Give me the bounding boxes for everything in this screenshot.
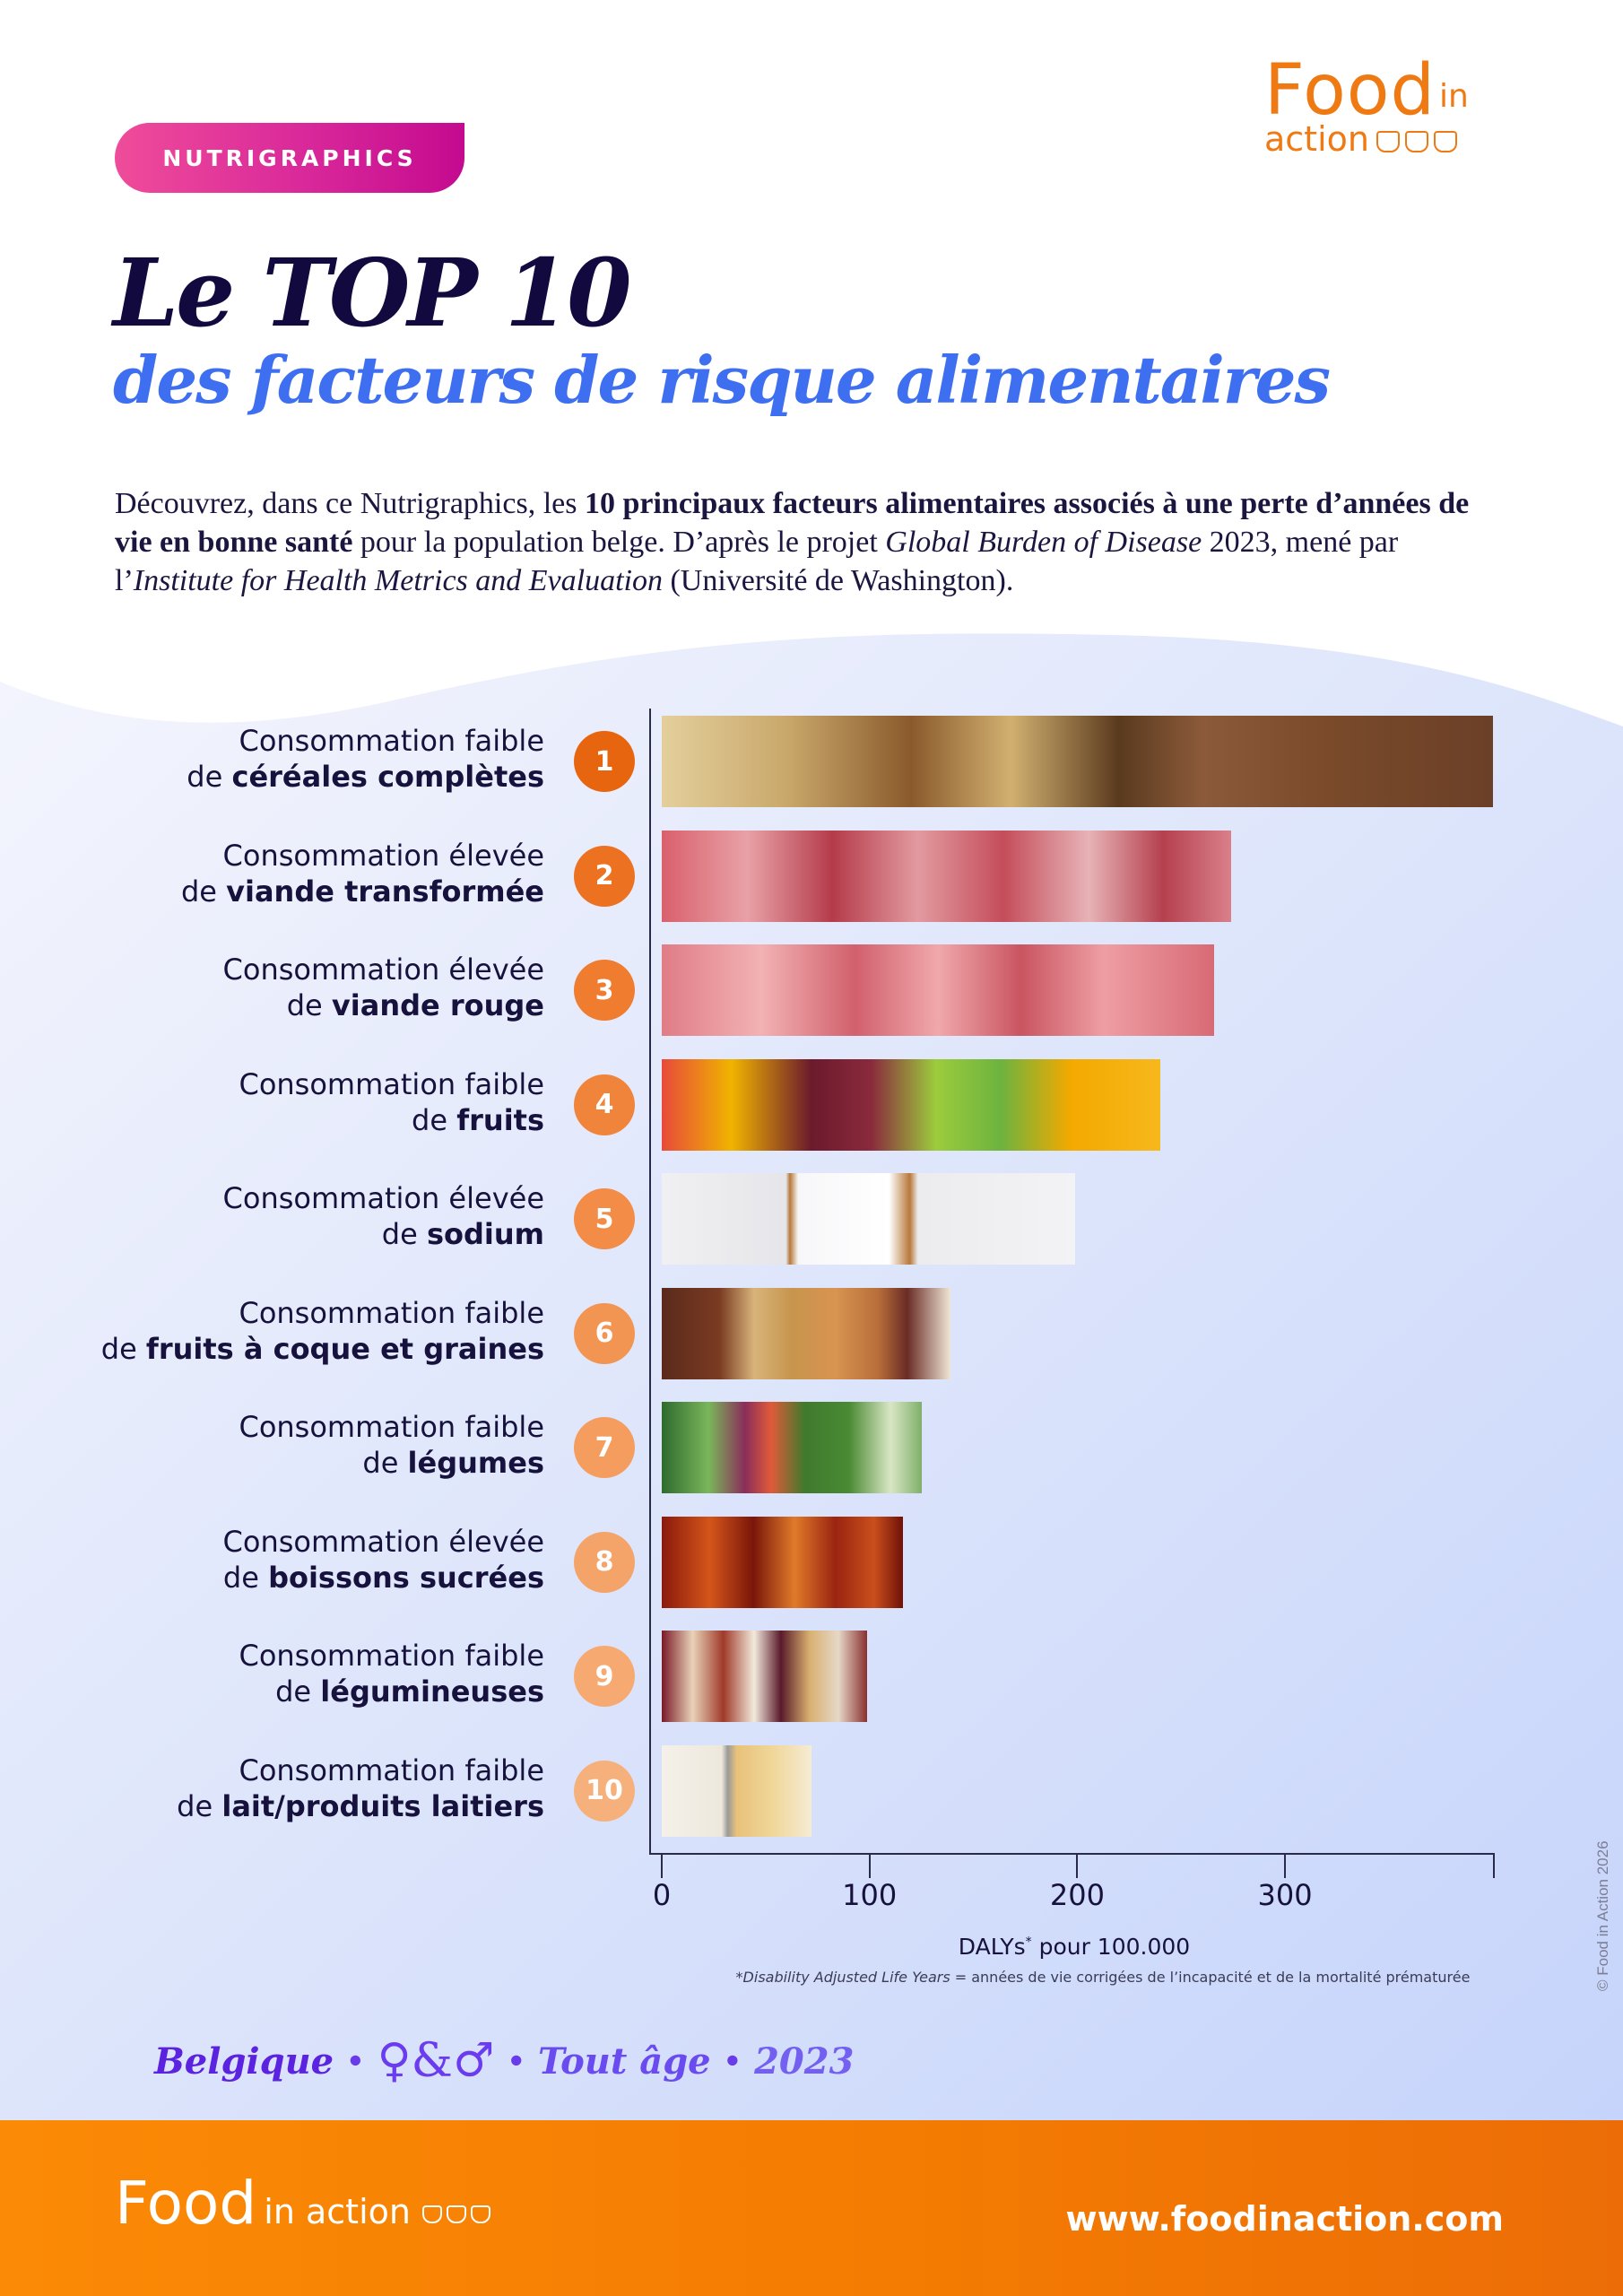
y-axis-line xyxy=(649,709,651,1854)
separator-dot: • xyxy=(723,2044,742,2078)
intro-paragraph: Découvrez, dans ce Nutrigraphics, les 10… xyxy=(115,484,1514,600)
rank-badge: 10 xyxy=(574,1760,635,1822)
x-axis-tick xyxy=(1284,1853,1287,1878)
logo-in-text: in xyxy=(1439,78,1469,115)
x-axis-tick xyxy=(1076,1853,1079,1878)
rank-badge: 7 xyxy=(574,1417,635,1478)
logo-action-text: action xyxy=(1264,119,1369,159)
x-axis-tick xyxy=(661,1853,663,1878)
risk-factor-label: Consommation élevée de viande rouge xyxy=(222,952,544,1022)
risk-factor-label: Consommation élevée de viande transformée xyxy=(180,838,544,909)
intro-text: Découvrez, dans ce Nutrigraphics, les xyxy=(115,487,585,520)
bar-salt xyxy=(662,1173,1075,1265)
intro-text: (Université de Washington). xyxy=(662,564,1014,597)
intro-text: 2023, mené par l’ xyxy=(115,526,1399,597)
footer-logo-rest: in action xyxy=(264,2192,411,2231)
rank-badge: 6 xyxy=(574,1302,635,1364)
page-title: Le TOP 10 xyxy=(113,238,632,348)
bar-nuts xyxy=(662,1287,950,1379)
bar-red-meat xyxy=(662,944,1214,1036)
nutrigraphics-badge: NUTRIGRAPHICS xyxy=(115,123,464,193)
separator-dot: • xyxy=(507,2044,525,2078)
x-axis-tick-label: 200 xyxy=(1049,1878,1105,1912)
footer-bar: Food in action www.foodinaction.com xyxy=(0,2120,1623,2296)
food-in-action-logo: Food in action xyxy=(1264,56,1469,156)
rank-badge: 8 xyxy=(574,1531,635,1593)
bar-processed-meat xyxy=(662,830,1231,922)
x-axis-tick-label: 300 xyxy=(1257,1878,1313,1912)
bar-soda-ice xyxy=(662,1516,903,1608)
rank-badge: 1 xyxy=(574,731,635,792)
logo-drops-icon xyxy=(1376,130,1457,152)
bar-vegetables xyxy=(662,1402,922,1493)
risk-factor-label: Consommation faible de légumineuses xyxy=(239,1639,544,1709)
logo-action-line: action xyxy=(1264,122,1469,156)
page-subtitle: des facteurs de risque alimentaires xyxy=(113,342,1331,418)
bar-dairy xyxy=(662,1744,812,1837)
footer-logo: Food in action xyxy=(115,2174,491,2233)
intro-italic-ihme: Institute for Health Metrics and Evaluat… xyxy=(133,564,663,597)
intro-bold: 10 principaux facteurs alimentaires asso… xyxy=(115,487,1470,559)
x-axis-title: DALYs* pour 100.000 xyxy=(958,1934,1191,1960)
x-axis-tick-label: 100 xyxy=(842,1878,898,1912)
rank-badge: 9 xyxy=(574,1646,635,1707)
copyright-note: © Food in Action 2026 xyxy=(1594,1840,1611,1991)
rank-badge: 3 xyxy=(574,960,635,1021)
risk-factor-label: Consommation faible de fruits à coque et … xyxy=(100,1295,544,1366)
footer-logo-food: Food xyxy=(115,2169,257,2238)
intro-text: pour la population belge. D’après le pro… xyxy=(352,526,886,559)
separator-dot: • xyxy=(346,2044,365,2078)
risk-factor-label: Consommation faible de fruits xyxy=(239,1066,544,1137)
risk-factor-label: Consommation faible de légumes xyxy=(239,1410,544,1480)
risk-factor-label: Consommation élevée de boissons sucrées xyxy=(222,1524,544,1595)
risk-factor-label: Consommation élevée de sodium xyxy=(222,1181,544,1251)
logo-food-text: Food xyxy=(1264,50,1436,131)
bar-chart: 0 100 200 300 Consommation faible de céréale… xyxy=(100,709,1495,1986)
risk-factor-label: Consommation faible de céréales complètes xyxy=(187,724,544,794)
x-axis-line xyxy=(649,1853,1495,1855)
bar-beans xyxy=(662,1631,867,1722)
rank-badge: 4 xyxy=(574,1074,635,1135)
country-label: Belgique xyxy=(154,2039,334,2083)
scope-caption: Belgique • ♀&♂ • Tout âge • 2023 xyxy=(154,2034,854,2088)
website-link[interactable]: www.foodinaction.com xyxy=(1065,2199,1504,2239)
rank-badge: 5 xyxy=(574,1188,635,1249)
dalys-footnote: *Disability Adjusted Life Years = années… xyxy=(735,1969,1471,1986)
sex-icons: ♀&♂ xyxy=(377,2034,495,2088)
intro-italic-gbd: Global Burden of Disease xyxy=(885,526,1202,559)
bar-fruits xyxy=(662,1058,1160,1151)
x-axis-end-tick xyxy=(1493,1853,1495,1878)
rank-badge: 2 xyxy=(574,845,635,907)
footer-drops-icon xyxy=(422,2205,491,2223)
age-label: Tout âge xyxy=(537,2039,711,2083)
risk-factor-label: Consommation faible de lait/produits lait… xyxy=(177,1752,544,1823)
year-label: 2023 xyxy=(754,2039,855,2083)
x-axis-tick-label: 0 xyxy=(652,1878,672,1912)
bar-whole-grains-bread xyxy=(662,716,1493,807)
x-axis-tick xyxy=(868,1853,871,1878)
